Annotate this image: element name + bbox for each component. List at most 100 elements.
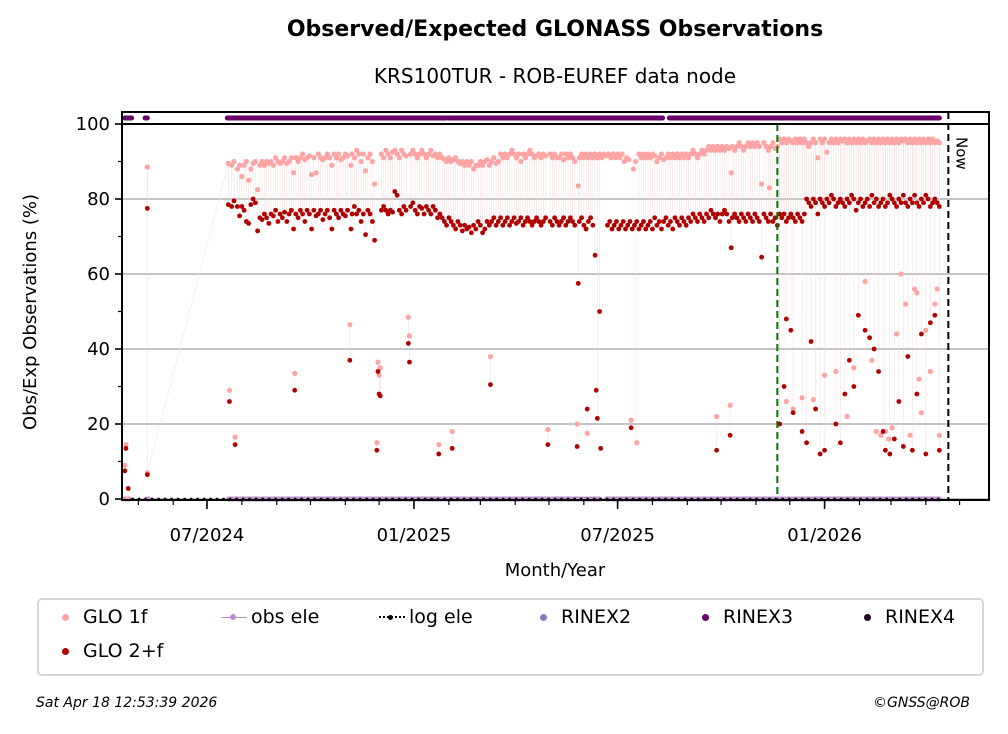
glo-1f-point xyxy=(896,140,902,146)
glo-1f-point xyxy=(574,421,580,427)
glo-1f-point xyxy=(520,151,526,157)
glo-1f-point xyxy=(432,151,438,157)
glo-1f-point xyxy=(697,151,703,157)
glo-1f-point xyxy=(923,327,929,333)
glo-1f-point xyxy=(630,166,636,172)
glo-2f-point xyxy=(777,211,782,217)
glo-2f-point xyxy=(734,215,740,221)
legend-label: RINEX2 xyxy=(561,606,632,628)
glo-1f-point xyxy=(927,140,933,146)
glo-1f-point xyxy=(862,278,868,285)
glo-2f-point xyxy=(900,444,906,449)
glo-1f-point xyxy=(545,427,551,433)
glo-1f-point xyxy=(348,162,354,168)
glo-2f-point xyxy=(455,219,461,224)
glo-1f-point xyxy=(282,155,288,161)
glo-1f-point xyxy=(383,147,389,153)
glo-1f-point xyxy=(297,155,303,161)
glo-2f-point xyxy=(394,192,400,198)
glo-1f-point xyxy=(597,151,603,157)
glo-1f-point xyxy=(340,155,346,161)
glo-1f-point xyxy=(706,143,712,150)
glo-2f-point xyxy=(727,432,733,438)
glo-2f-point xyxy=(849,192,854,198)
glo-2f-point xyxy=(728,245,734,251)
glo-1f-point xyxy=(873,140,879,146)
glo-1f-point xyxy=(291,170,297,176)
glo-1f-point xyxy=(405,314,411,320)
glo-1f-point xyxy=(717,147,723,153)
glo-2f-point xyxy=(860,204,866,209)
glo-2f-point xyxy=(428,211,434,217)
glo-2f-point xyxy=(636,226,642,232)
glo-2f-point xyxy=(545,442,551,448)
glo-1f-point xyxy=(399,147,405,153)
legend-item-obs-ele: obs ele xyxy=(219,606,319,628)
glo-2f-point xyxy=(790,410,796,416)
glo-1f-point xyxy=(464,158,470,165)
glo-2f-point xyxy=(383,207,389,213)
glo-1f-point xyxy=(628,417,634,423)
glo-2f-point xyxy=(605,222,610,228)
glo-1f-point xyxy=(437,151,443,157)
glo-2f-point xyxy=(761,211,767,217)
glo-2f-point xyxy=(813,200,818,206)
glo-2f-point xyxy=(855,200,861,206)
glo-2f-point xyxy=(556,222,562,228)
glo-2f-point xyxy=(625,222,631,228)
glo-2f-point xyxy=(547,219,553,224)
glo-1f-point xyxy=(750,140,756,146)
glo-1f-point xyxy=(239,173,245,180)
glo-1f-point xyxy=(710,143,716,150)
glo-2f-point xyxy=(408,204,413,209)
glo-1f-point xyxy=(375,359,381,365)
glo-2f-point xyxy=(905,204,911,209)
glo-2f-point xyxy=(688,219,694,224)
glo-2f-point xyxy=(695,219,700,224)
glo-1f-point xyxy=(663,155,669,161)
glo-2f-point xyxy=(468,230,474,236)
glo-2f-point xyxy=(715,211,721,217)
glo-1f-point xyxy=(810,397,816,403)
glo-1f-point xyxy=(529,151,535,157)
glo-2f-point xyxy=(804,440,809,446)
now-label: Now xyxy=(952,137,970,170)
legend-item-glo-2f: GLO 2+f xyxy=(51,640,163,662)
glo-2f-point xyxy=(701,219,707,224)
glo-2f-point xyxy=(835,200,841,206)
glo-2f-point xyxy=(286,211,292,217)
glo-1f-point xyxy=(679,151,685,157)
glo-2f-point xyxy=(887,451,893,457)
glo-1f-point xyxy=(471,166,477,172)
glo-2f-point xyxy=(878,200,884,206)
glo-2f-point xyxy=(661,219,667,224)
glo-2f-point xyxy=(768,211,773,217)
glo-2f-point xyxy=(584,406,590,412)
glo-1f-point xyxy=(336,151,342,157)
glo-2f-point xyxy=(266,220,272,226)
glo-2f-point xyxy=(306,211,312,217)
glo-2f-point xyxy=(336,215,341,221)
glo-2f-point xyxy=(851,384,857,389)
legend-item-rinex2: RINEX2 xyxy=(529,606,631,628)
glo-1f-point xyxy=(851,136,857,142)
glo-1f-point xyxy=(654,158,660,165)
y-tick-label: 20 xyxy=(87,414,110,435)
glo-2f-point xyxy=(714,447,719,453)
legend-item-glo-1f: GLO 1f xyxy=(51,606,147,628)
glo-1f-point xyxy=(721,147,728,153)
glo-2f-point xyxy=(453,226,458,232)
glo-2f-point xyxy=(932,312,938,318)
glo-2f-point xyxy=(837,196,843,202)
glo-1f-point xyxy=(766,185,773,191)
glo-1f-point xyxy=(869,357,875,363)
glo-1f-point xyxy=(561,157,567,163)
glo-2f-point xyxy=(650,226,655,232)
glo-1f-point xyxy=(565,155,571,161)
glo-2f-point xyxy=(905,354,911,359)
glo-1f-point xyxy=(889,425,895,431)
glo-2f-point xyxy=(831,196,836,202)
glo-1f-point xyxy=(594,155,600,161)
glo-2f-point xyxy=(668,219,673,224)
glo-2f-point xyxy=(309,226,314,232)
